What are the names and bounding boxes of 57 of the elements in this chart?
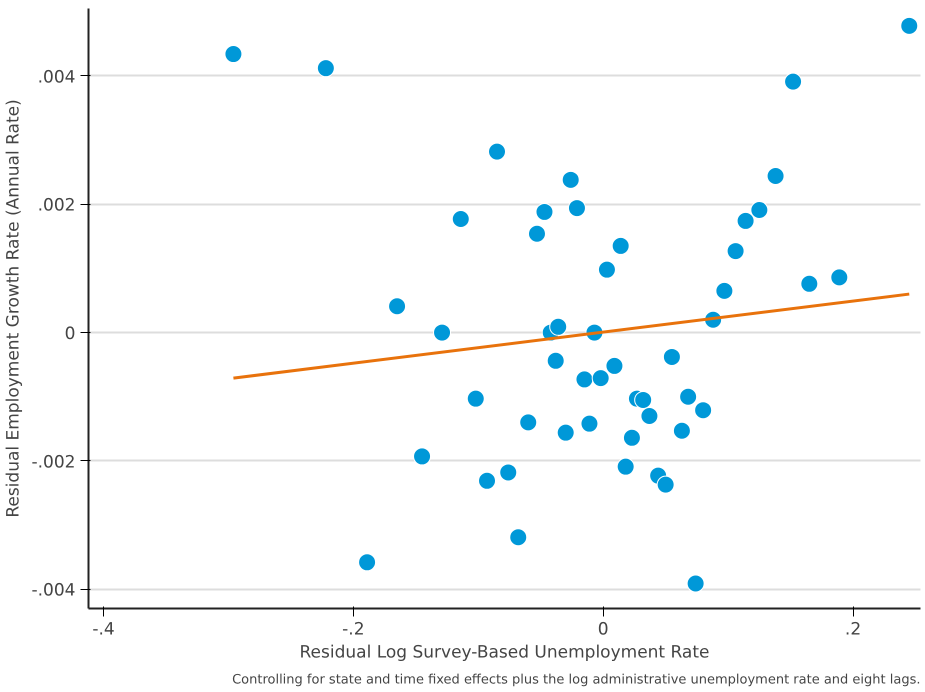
y-tick-label: 0 xyxy=(64,324,76,344)
point xyxy=(478,472,496,490)
x-tick-label: -.4 xyxy=(92,620,115,640)
point xyxy=(358,553,376,572)
y-axis-title: Residual Employment Growth Rate (Annual Rate) xyxy=(4,99,24,518)
point xyxy=(694,401,712,420)
point xyxy=(736,212,755,230)
point xyxy=(592,369,610,388)
point xyxy=(466,390,485,408)
point xyxy=(546,352,565,370)
point xyxy=(830,268,848,286)
x-axis-title: Residual Log Survey-Based Unemployment Rate xyxy=(300,642,710,662)
point xyxy=(413,447,432,466)
y-tick-label: .004 xyxy=(38,67,76,88)
point xyxy=(575,370,594,388)
point xyxy=(509,528,528,546)
point xyxy=(622,428,641,447)
x-tick-label: -.2 xyxy=(342,620,365,640)
point xyxy=(634,390,652,409)
y-tick-label: -.004 xyxy=(32,580,76,601)
point xyxy=(900,16,918,35)
point xyxy=(766,167,785,185)
point xyxy=(679,388,698,406)
point xyxy=(750,201,768,219)
point xyxy=(519,413,538,432)
point xyxy=(549,318,568,336)
point xyxy=(605,356,624,375)
y-tick-label: -.002 xyxy=(32,452,76,472)
y-tick-label: .002 xyxy=(38,196,76,216)
point xyxy=(388,297,406,316)
point xyxy=(672,422,691,440)
point xyxy=(686,574,705,592)
point xyxy=(580,414,598,433)
point xyxy=(726,242,745,260)
point xyxy=(535,202,554,221)
text: Controlling for state and time fixed effects plus the log administrative unemployment rate and eight lags. xyxy=(232,672,921,688)
point xyxy=(224,45,242,64)
point xyxy=(433,324,452,342)
point xyxy=(612,236,630,255)
point xyxy=(784,72,802,91)
point xyxy=(528,224,546,243)
point xyxy=(452,210,470,228)
point xyxy=(616,458,635,476)
point xyxy=(568,199,586,218)
x-tick-label: 0 xyxy=(598,620,609,640)
point xyxy=(715,282,734,300)
point xyxy=(488,142,506,161)
point xyxy=(662,348,681,366)
point xyxy=(499,463,518,482)
point xyxy=(562,170,580,189)
point xyxy=(656,476,675,494)
point xyxy=(556,424,575,442)
point xyxy=(800,274,818,293)
point xyxy=(640,407,658,425)
point xyxy=(316,59,335,78)
point xyxy=(598,260,616,279)
x-tick-label: .2 xyxy=(844,620,862,640)
